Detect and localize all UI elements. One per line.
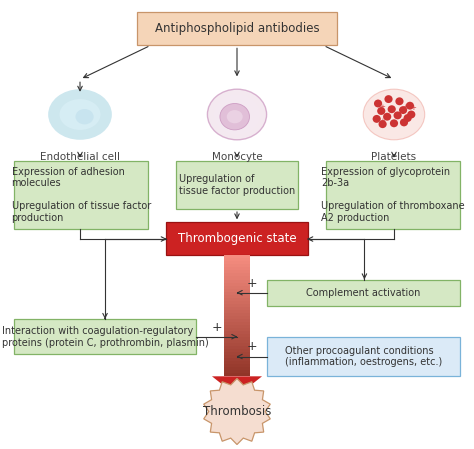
Circle shape — [393, 111, 402, 119]
Polygon shape — [224, 331, 250, 334]
Circle shape — [374, 100, 382, 107]
Circle shape — [379, 120, 387, 128]
Polygon shape — [224, 364, 250, 367]
Polygon shape — [224, 270, 250, 273]
Polygon shape — [224, 286, 250, 289]
Text: Upregulation of
tissue factor production: Upregulation of tissue factor production — [179, 174, 295, 196]
Polygon shape — [224, 325, 250, 328]
Polygon shape — [224, 282, 250, 286]
FancyBboxPatch shape — [266, 279, 460, 306]
Polygon shape — [224, 295, 250, 298]
Ellipse shape — [227, 110, 243, 123]
Polygon shape — [224, 307, 250, 310]
Circle shape — [400, 119, 408, 126]
Ellipse shape — [48, 89, 112, 140]
Circle shape — [395, 97, 403, 105]
Text: Expression of adhesion
molecules

Upregulation of tissue factor
production: Expression of adhesion molecules Upregul… — [11, 167, 151, 223]
Polygon shape — [224, 298, 250, 301]
Ellipse shape — [214, 95, 260, 134]
FancyBboxPatch shape — [175, 161, 299, 209]
Polygon shape — [224, 279, 250, 282]
Polygon shape — [224, 373, 250, 376]
Text: Thrombogenic state: Thrombogenic state — [178, 232, 296, 245]
Polygon shape — [224, 340, 250, 343]
Polygon shape — [224, 264, 250, 268]
Circle shape — [407, 110, 415, 119]
Polygon shape — [204, 379, 270, 445]
Polygon shape — [224, 352, 250, 355]
Polygon shape — [224, 273, 250, 277]
Ellipse shape — [60, 99, 100, 130]
Circle shape — [384, 95, 392, 103]
Text: Endothelial cell: Endothelial cell — [40, 152, 120, 162]
Circle shape — [399, 106, 407, 114]
Polygon shape — [224, 301, 250, 304]
Polygon shape — [224, 367, 250, 370]
Polygon shape — [224, 328, 250, 331]
Circle shape — [403, 114, 412, 122]
FancyBboxPatch shape — [166, 222, 308, 255]
Text: +: + — [402, 104, 408, 110]
Circle shape — [388, 105, 396, 113]
Polygon shape — [224, 313, 250, 316]
Text: Monocyte: Monocyte — [212, 152, 262, 162]
Polygon shape — [224, 370, 250, 373]
Polygon shape — [224, 322, 250, 325]
Ellipse shape — [220, 104, 249, 130]
Ellipse shape — [363, 89, 425, 140]
Circle shape — [383, 113, 391, 121]
Text: +: + — [246, 340, 257, 353]
Polygon shape — [224, 258, 250, 261]
Text: Interaction with coagulation-regulatory
proteins (protein C, prothrombin, plasmi: Interaction with coagulation-regulatory … — [2, 326, 209, 348]
Polygon shape — [224, 319, 250, 322]
Polygon shape — [224, 343, 250, 346]
Ellipse shape — [208, 89, 266, 140]
Polygon shape — [224, 289, 250, 291]
FancyBboxPatch shape — [326, 161, 460, 229]
Polygon shape — [224, 337, 250, 340]
Polygon shape — [224, 291, 250, 295]
Polygon shape — [224, 358, 250, 361]
Polygon shape — [224, 255, 250, 258]
Circle shape — [390, 119, 398, 127]
Circle shape — [377, 107, 385, 115]
Polygon shape — [224, 277, 250, 279]
Text: Other procoagulant conditions
(inflammation, oestrogens, etc.): Other procoagulant conditions (inflammat… — [285, 346, 442, 367]
Text: Expression of glycoprotein
2b-3a

Upregulation of thromboxane
A2 production: Expression of glycoprotein 2b-3a Upregul… — [321, 167, 465, 223]
Text: +: + — [410, 105, 416, 111]
Polygon shape — [224, 334, 250, 337]
Text: +: + — [211, 321, 222, 334]
Text: +: + — [380, 118, 385, 124]
Circle shape — [406, 102, 414, 110]
Polygon shape — [224, 261, 250, 264]
Ellipse shape — [75, 109, 94, 124]
Text: Platelets: Platelets — [372, 152, 417, 162]
Circle shape — [373, 115, 381, 123]
Polygon shape — [224, 316, 250, 319]
Polygon shape — [224, 346, 250, 349]
Text: Thrombosis: Thrombosis — [203, 405, 271, 418]
FancyBboxPatch shape — [266, 337, 460, 376]
Polygon shape — [224, 310, 250, 313]
FancyBboxPatch shape — [14, 161, 148, 229]
Text: Antiphospholipid antibodies: Antiphospholipid antibodies — [155, 22, 319, 35]
FancyBboxPatch shape — [137, 12, 337, 45]
Polygon shape — [224, 361, 250, 364]
Text: Complement activation: Complement activation — [306, 288, 420, 298]
Polygon shape — [224, 355, 250, 358]
Polygon shape — [224, 268, 250, 270]
Polygon shape — [224, 349, 250, 352]
Text: +: + — [380, 104, 385, 110]
Text: +: + — [246, 277, 257, 290]
FancyBboxPatch shape — [14, 319, 196, 354]
Polygon shape — [224, 304, 250, 307]
Polygon shape — [212, 376, 262, 396]
